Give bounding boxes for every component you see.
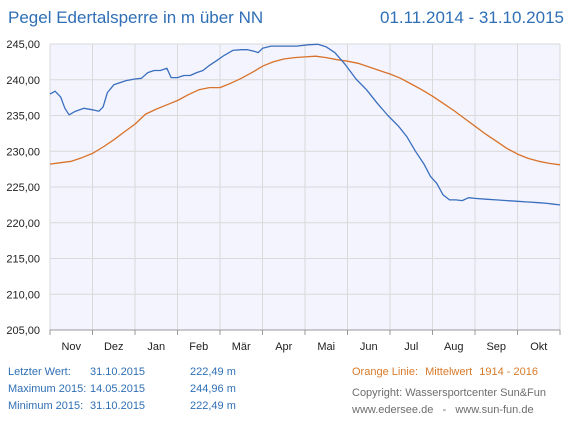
y-tick-label: 225,00 (6, 182, 40, 194)
x-tick-label: Mär (232, 341, 251, 353)
y-tick-label: 235,00 (6, 111, 40, 123)
x-tick-label: Aug (444, 341, 464, 353)
x-tick-label: Nov (61, 341, 81, 353)
x-tick-label: Apr (275, 341, 292, 353)
legend-label: Mittelwert (425, 366, 473, 378)
stat-date: 14.05.2015 (90, 383, 146, 395)
stat-value: 222,49 m (190, 366, 236, 378)
x-axis-ticks: Nov Dez Jan Feb Mär Apr Mai Jun Jul Aug Sep Okt (61, 341, 547, 353)
x-tick-label: Jun (360, 341, 378, 353)
stat-value: 222,49 m (190, 400, 236, 412)
y-tick-label: 220,00 (6, 218, 40, 230)
stat-label: Letzter Wert: (8, 366, 71, 378)
legend-period: 1914 - 2016 (479, 366, 538, 378)
legend-note: Orange Linie: Mittelwert 1914 - 2016 (352, 366, 542, 378)
series-line-current-level (49, 43, 561, 206)
stat-date: 31.10.2015 (90, 400, 146, 412)
x-tick-label: Okt (530, 341, 547, 353)
copyright-text: Copyright: Wassersportcenter Sun&Fun (352, 387, 547, 399)
y-tick-label: 240,00 (6, 75, 40, 87)
x-tick-label: Mai (317, 341, 335, 353)
x-tick-label: Jan (147, 341, 165, 353)
y-tick-label: 210,00 (6, 289, 40, 301)
stat-value: 244,96 m (190, 383, 236, 395)
y-tick-label: 245,00 (6, 39, 40, 51)
credits: Copyright: Wassersportcenter Sun&Fun www… (352, 385, 546, 419)
y-tick-label: 230,00 (6, 146, 40, 158)
website-links: www.edersee.de - www.sun-fun.de (352, 404, 534, 416)
x-tick-label: Dez (104, 341, 124, 353)
x-tick-label: Jul (404, 341, 418, 353)
stat-label: Maximum 2015: (8, 383, 87, 395)
series-lines (49, 43, 561, 206)
legend-prefix: Orange Linie: (352, 366, 419, 378)
date-range: 01.11.2014 - 31.10.2015 (379, 8, 564, 27)
y-tick-label: 215,00 (6, 254, 40, 266)
grid-lines (49, 43, 561, 335)
y-tick-label: 205,00 (6, 325, 40, 337)
series-line-mean (49, 55, 561, 166)
stat-date: 31.10.2015 (90, 366, 146, 378)
stat-label: Minimum 2015: (8, 400, 84, 412)
chart-title: Pegel Edertalsperre in m über NN (8, 8, 264, 27)
x-tick-label: Sep (486, 341, 506, 353)
x-tick-label: Feb (189, 341, 208, 353)
y-axis-ticks: 205,00 210,00 215,00 220,00 225,00 230,00 235,… (6, 39, 40, 337)
